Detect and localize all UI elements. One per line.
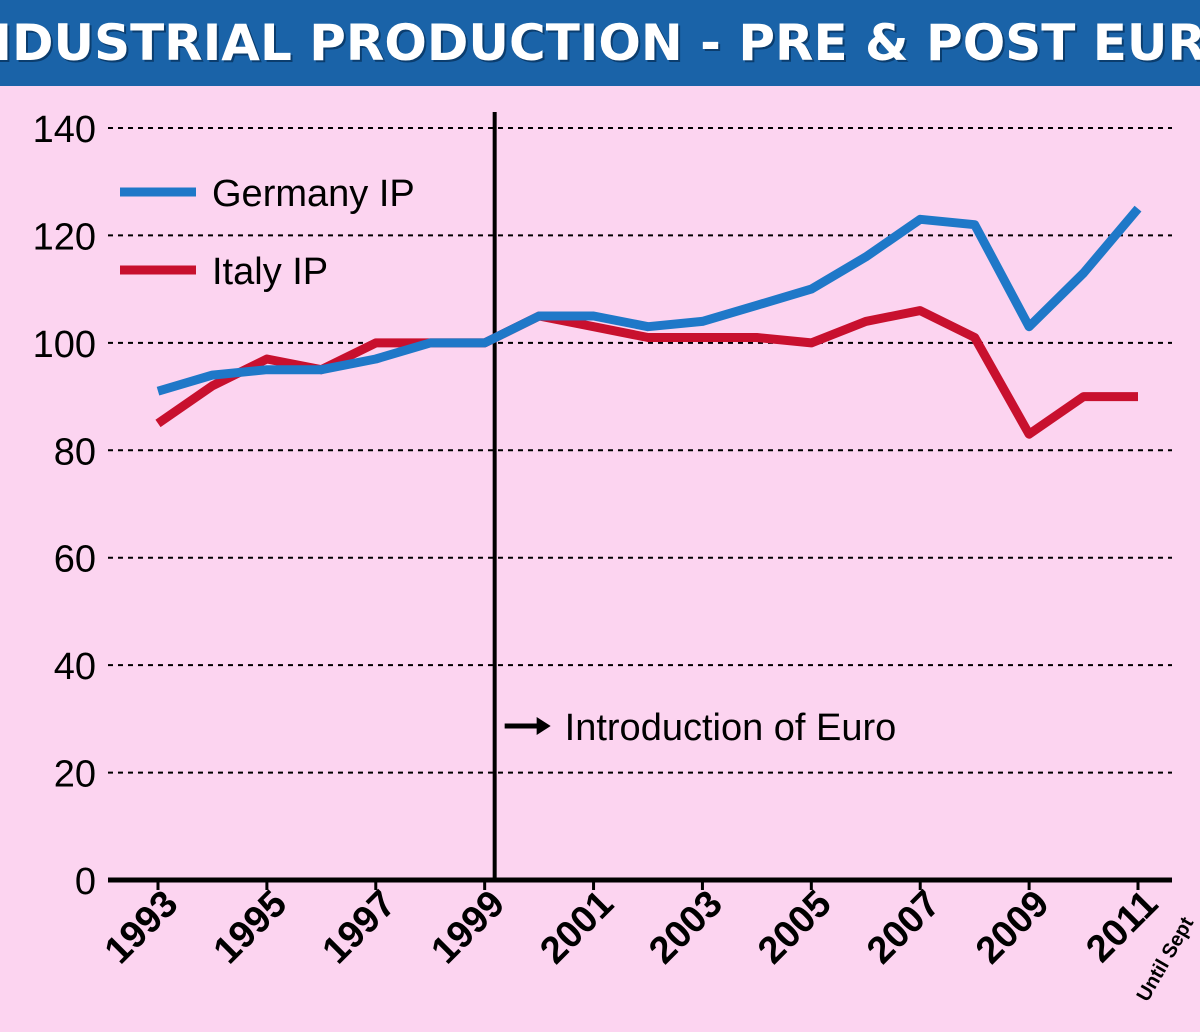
y-tick-label: 80 [54,431,96,473]
y-tick-label: 20 [54,754,96,796]
x-tick-label: 2007 [859,883,948,972]
x-axis-ticks: 1993 1995 1997 1999 2001 2003 2005 2007 2009 2011… [97,883,1199,1006]
y-axis-ticks: 0 20 40 60 80 100 120 140 [33,109,96,903]
series-line-germany-ip [156,205,1142,396]
y-tick-label: 60 [54,539,96,581]
arrow-right-icon [536,717,551,735]
y-tick-label: 100 [33,324,96,366]
chart-title: INDUSTRIAL PRODUCTION - PRE & POST EURO [0,14,1200,72]
legend: Germany IP Italy IP [120,173,415,293]
axes [108,112,1172,890]
x-tick-label: 2003 [641,883,730,972]
legend-label: Italy IP [212,251,328,293]
y-tick-label: 120 [33,216,96,258]
y-tick-label: 0 [75,861,96,903]
x-tick-label: 1997 [315,883,404,972]
euro-annotation: Introduction of Euro [504,707,897,749]
x-tick-label: 1993 [97,883,186,972]
gridlines [108,127,1172,774]
x-tick-label: 2005 [750,883,839,972]
series-lines [155,205,1142,439]
x-tick-label: 2009 [968,883,1057,972]
chart-title-bar: INDUSTRIAL PRODUCTION - PRE & POST EURO [0,0,1200,86]
y-tick-label: 140 [33,109,96,151]
x-tick-label: 2001 [532,883,621,972]
y-tick-label: 40 [54,646,96,688]
annotation-label: Introduction of Euro [565,707,897,749]
x-tick-label: 1995 [206,883,295,972]
legend-label: Germany IP [212,173,415,215]
x-tick-label: 1999 [424,883,513,972]
